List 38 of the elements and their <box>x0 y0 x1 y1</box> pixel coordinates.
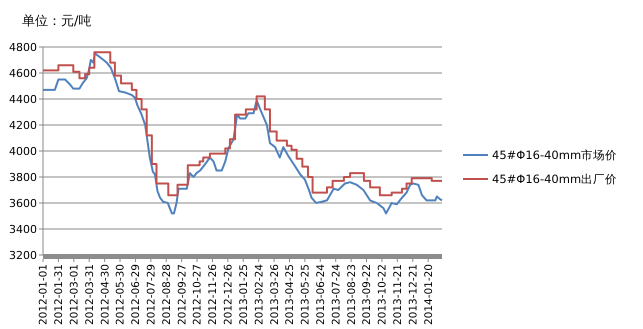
x-tick-label: 2014-01-20 <box>422 264 435 326</box>
x-tick-label: 2013-01-25 <box>238 264 250 326</box>
legend-label: 45#Φ16-40mm出厂价 <box>492 172 618 186</box>
y-axis-title: 单位：元/吨 <box>22 14 92 29</box>
x-tick-label: 2012-04-30 <box>99 264 112 326</box>
x-tick-label: 2013-10-22 <box>376 264 389 326</box>
y-tick-label: 4800 <box>9 40 37 54</box>
y-tick-label: 4200 <box>9 118 37 132</box>
x-tick-label: 2013-08-23 <box>346 264 358 326</box>
x-tick-label: 2012-03-31 <box>84 264 96 326</box>
y-tick-label: 3600 <box>9 196 37 210</box>
y-tick-label: 3800 <box>9 170 37 184</box>
x-tick-label: 2013-12-21 <box>407 264 420 326</box>
x-tick-label: 2012-11-26 <box>207 264 220 326</box>
y-tick-label: 4400 <box>9 92 37 106</box>
x-tick-label: 2013-06-24 <box>314 264 327 326</box>
x-tick-label: 2013-04-25 <box>284 264 296 326</box>
y-tick-label: 4000 <box>9 144 37 158</box>
x-tick-label: 2012-10-27 <box>192 264 204 326</box>
x-tick-label: 2012-08-28 <box>160 264 173 326</box>
legend-label: 45#Φ16-40mm市场价 <box>492 148 618 162</box>
x-tick-label: 2013-07-24 <box>330 264 342 326</box>
y-tick-label: 4600 <box>9 66 37 80</box>
x-tick-label: 2012-03-01 <box>68 264 80 326</box>
x-tick-label: 2012-09-27 <box>176 264 188 326</box>
x-tick-label: 2012-06-29 <box>130 264 142 326</box>
y-tick-label: 3400 <box>9 222 37 236</box>
x-tick-label: 2012-01-01 <box>38 264 50 326</box>
x-tick-label: 2013-05-25 <box>300 264 312 326</box>
x-tick-label: 2012-01-31 <box>53 264 66 326</box>
y-tick-label: 3200 <box>9 248 37 262</box>
x-tick-label: 2013-03-26 <box>268 264 281 326</box>
x-tick-label: 2013-11-21 <box>392 264 404 326</box>
x-tick-label: 2012-12-26 <box>222 264 235 326</box>
x-tick-label: 2013-02-24 <box>253 264 266 326</box>
x-tick-label: 2012-05-30 <box>114 264 127 326</box>
x-tick-label: 2013-09-22 <box>361 264 374 326</box>
x-tick-label: 2012-07-29 <box>146 264 158 326</box>
